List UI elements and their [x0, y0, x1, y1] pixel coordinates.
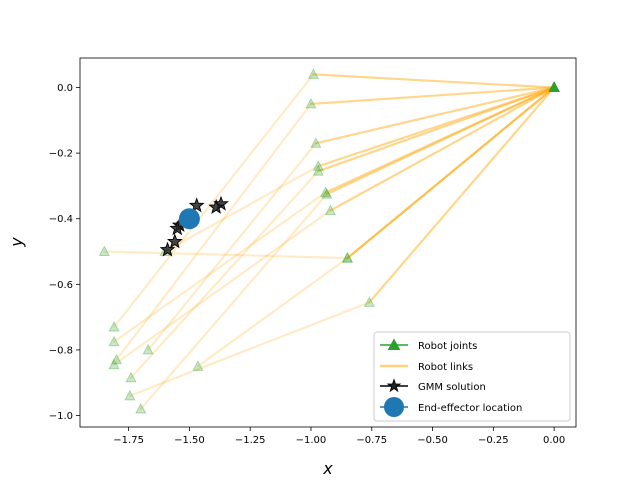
robot-link — [317, 86, 556, 173]
x-tick-label: 0.00 — [543, 435, 565, 446]
legend-item-gmm-solution: GMM solution — [380, 378, 486, 393]
robot-joint-marker — [341, 252, 354, 263]
robot-joint-marker — [319, 186, 332, 197]
x-axis-label: x — [322, 459, 333, 478]
robot-link — [309, 86, 556, 106]
robot-joint-marker — [135, 402, 147, 414]
y-tick-label: −1.0 — [49, 411, 73, 422]
robot-link — [129, 170, 320, 379]
legend-gmm-star-icon — [386, 378, 402, 393]
robot-joint-marker — [341, 252, 354, 263]
robot-joint-marker — [305, 97, 317, 109]
x-tick-label: −1.50 — [174, 435, 205, 446]
end-effector-layer — [178, 208, 200, 230]
robot-joint-marker — [124, 389, 136, 401]
legend-ee-circle-icon — [384, 397, 404, 417]
robot-joint-marker — [363, 296, 375, 307]
gmm-solution-marker — [166, 233, 183, 249]
robot-link — [146, 142, 317, 352]
legend: Robot joints Robot links GMM solution En… — [373, 331, 571, 422]
robot-joint-marker — [108, 320, 120, 332]
robot-link — [139, 193, 328, 411]
x-tick-label: −0.25 — [478, 435, 509, 446]
legend-joints-label: Robot joints — [418, 341, 477, 352]
legend-item-robot-links: Robot links — [380, 362, 473, 373]
x-tick-label: −0.75 — [356, 435, 387, 446]
robot-joint-marker — [310, 137, 322, 148]
y-tick-label: −0.2 — [49, 149, 73, 160]
gmm-solution-layer — [159, 195, 229, 257]
robot-joint-marker — [307, 68, 319, 79]
legend-frame — [373, 331, 571, 422]
end-effector-marker — [178, 208, 200, 230]
robot-link — [346, 86, 556, 260]
robot-link — [324, 86, 556, 194]
robot-link — [312, 73, 556, 89]
robot-link — [103, 250, 349, 260]
y-tick-label: −0.8 — [49, 345, 73, 356]
legend-joints-triangle-icon — [387, 338, 401, 350]
legend-item-end-effector: End-effector location — [380, 397, 522, 417]
robot-joint-marker — [312, 160, 324, 171]
robot-link — [196, 256, 349, 368]
robot-link — [314, 86, 556, 145]
robot-joint-marker — [192, 360, 204, 371]
robot-joints-layer — [98, 68, 560, 414]
y-tick-label: −0.6 — [49, 280, 73, 291]
robot-link — [368, 86, 556, 304]
y-tick-label: 0.0 — [57, 83, 73, 94]
gmm-solution-marker — [208, 198, 225, 214]
y-tick-label: −0.4 — [49, 214, 73, 225]
y-axis-ticks: 0.0 −0.2 −0.4 −0.6 −0.8 −1.0 — [49, 83, 80, 422]
robot-links-layer — [103, 73, 556, 411]
legend-gmm-label: GMM solution — [418, 382, 486, 393]
robot-joint-marker — [108, 358, 120, 370]
robot-link — [115, 102, 313, 361]
x-tick-label: −1.75 — [113, 435, 144, 446]
legend-ee-label: End-effector location — [418, 403, 522, 414]
axes-frame — [79, 57, 577, 428]
robot-joint-marker — [548, 81, 560, 93]
robot-link — [325, 86, 556, 196]
legend-item-robot-joints: Robot joints — [380, 338, 477, 352]
robot-link — [163, 165, 320, 253]
robot-joint-marker — [125, 371, 137, 383]
robot-link — [317, 86, 556, 168]
x-tick-label: −1.00 — [296, 435, 327, 446]
robot-link — [128, 301, 371, 397]
legend-links-label: Robot links — [418, 362, 473, 373]
robot-link — [112, 191, 327, 343]
gmm-solution-marker — [188, 197, 205, 213]
robot-link — [112, 73, 315, 329]
robot-link — [329, 86, 556, 212]
gmm-solution-marker — [159, 241, 176, 257]
robot-joint-marker — [142, 343, 154, 355]
robot-joint-marker — [108, 335, 120, 347]
robot-joint-marker — [324, 204, 337, 216]
robot-joint-marker — [98, 245, 110, 257]
robot-joint-marker — [321, 188, 333, 199]
x-tick-label: −1.25 — [235, 435, 266, 446]
robot-link — [346, 86, 556, 260]
robot-link — [112, 209, 332, 366]
x-axis-ticks: −1.75 −1.50 −1.25 −1.00 −0.75 −0.50 −0.25 0.00 — [113, 427, 565, 446]
robot-joint-marker — [110, 353, 123, 365]
robot-joint-marker — [312, 165, 324, 176]
x-tick-label: −0.50 — [417, 435, 448, 446]
y-axis-label: y — [7, 237, 26, 248]
